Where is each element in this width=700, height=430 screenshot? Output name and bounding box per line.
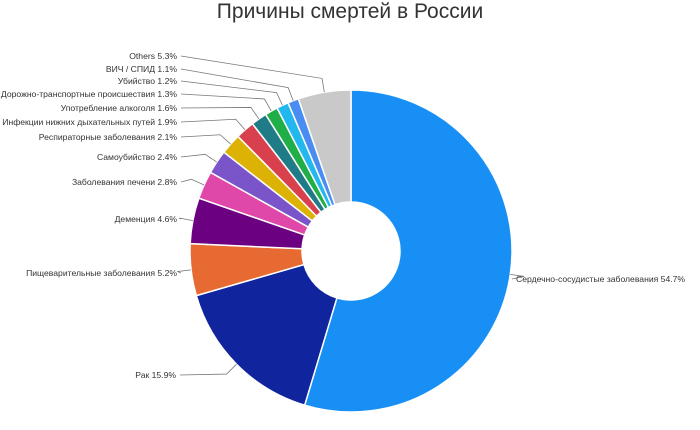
leader-line-деменция	[178, 217, 193, 222]
data-label-дорожно-транспортные-происшествия: Дорожно-транспортные происшествия 1.3%	[1, 89, 177, 99]
leader-line-пищеварительные-заболевания	[177, 269, 192, 274]
slice-сердечно-сосудистые-заболевания[interactable]	[303, 89, 513, 413]
data-label-сердечно-сосудистые-заболевания: Сердечно-сосудистые заболевания 54.7%	[516, 274, 685, 284]
data-label-заболевания-печени: Заболевания печени 2.8%	[72, 177, 177, 187]
data-label-инфекции-нижних-дыхательных-путей: Инфекции нижних дыхательных путей 1.9%	[2, 117, 177, 127]
data-label-пищеварительные-заболевания: Пищеварительные заболевания 5.2%	[26, 268, 177, 278]
leader-line-самоубийство	[180, 153, 218, 163]
leader-line-сердечно-сосудистые-заболевания	[510, 274, 525, 280]
slice-рак[interactable]	[195, 263, 338, 407]
slice-others[interactable]	[297, 89, 352, 206]
data-label-others: Others 5.3%	[129, 51, 177, 61]
leader-line-others	[180, 55, 325, 93]
leader-line-употребление-алкоголя	[180, 107, 260, 120]
leader-line-респираторные-заболевания	[180, 134, 231, 145]
leader-line-заболевания-печени	[180, 178, 205, 186]
data-label-употребление-алкоголя: Употребление алкоголя 1.6%	[61, 103, 178, 113]
data-label-самоубийство: Самоубийство 2.4%	[97, 152, 177, 162]
leader-line-инфекции-нижних-дыхательных-путей	[180, 118, 246, 131]
data-label-респираторные-заболевания: Респираторные заболевания 2.1%	[39, 132, 178, 142]
leader-line-убийство	[180, 80, 283, 106]
leader-line-дорожно-транспортные-происшествия	[180, 93, 272, 112]
data-label-убийство: Убийство 1.2%	[118, 76, 178, 86]
leader-line-вич-спид	[180, 68, 294, 101]
data-label-деменция: Деменция 4.6%	[115, 214, 178, 224]
chart-title: Причины смертей в России	[216, 0, 484, 23]
data-label-рак: Рак 15.9%	[135, 370, 176, 380]
leader-line-рак	[179, 363, 237, 376]
data-label-вич-спид: ВИЧ / СПИД 1.1%	[106, 64, 178, 74]
